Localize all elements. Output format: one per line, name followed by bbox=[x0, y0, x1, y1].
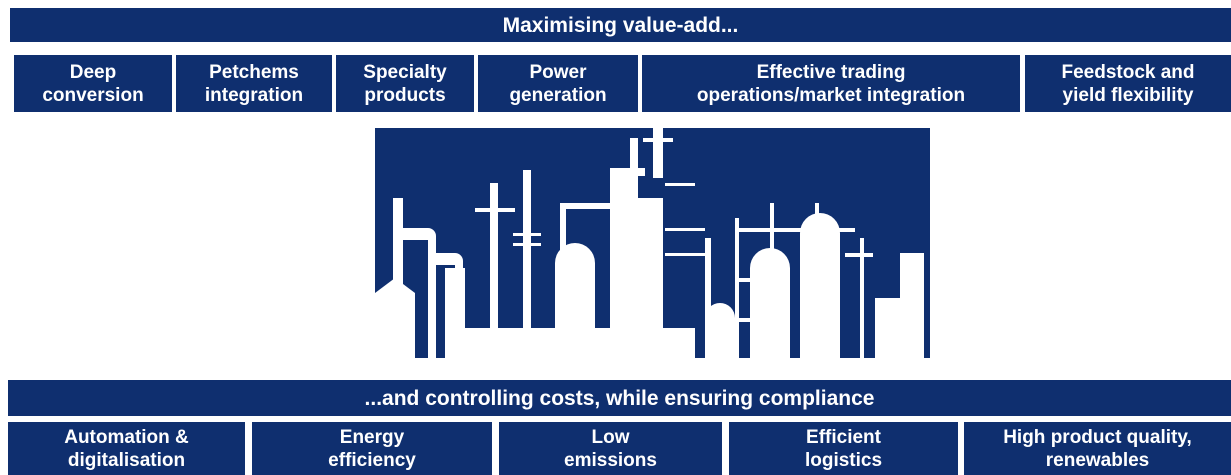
item-label: conversion bbox=[42, 84, 143, 107]
item-label: Low bbox=[592, 426, 630, 449]
item-label: Feedstock and bbox=[1061, 61, 1194, 84]
item-label: integration bbox=[205, 84, 303, 107]
top-banner: Maximising value-add... bbox=[10, 8, 1231, 42]
item-label: Energy bbox=[340, 426, 404, 449]
item-label: Deep bbox=[70, 61, 116, 84]
refinery-illustration bbox=[375, 128, 930, 358]
item-label: Automation & bbox=[64, 426, 189, 449]
item-label: Specialty bbox=[363, 61, 446, 84]
bottom-banner: ...and controlling costs, while ensuring… bbox=[8, 380, 1231, 416]
item-box: Automation &digitalisation bbox=[8, 422, 245, 475]
banner-title: ...and controlling costs, while ensuring… bbox=[365, 387, 875, 410]
item-box: High product quality,renewables bbox=[964, 422, 1231, 475]
item-label: digitalisation bbox=[68, 449, 185, 472]
item-label: generation bbox=[509, 84, 606, 107]
item-label: operations/market integration bbox=[697, 84, 965, 107]
item-label: yield flexibility bbox=[1063, 84, 1194, 107]
page: Maximising value-add... ...and controlli… bbox=[0, 0, 1231, 475]
item-label: renewables bbox=[1046, 449, 1150, 472]
item-label: Petchems bbox=[209, 61, 299, 84]
item-label: Effective trading bbox=[757, 61, 906, 84]
item-label: logistics bbox=[805, 449, 882, 472]
item-label: High product quality, bbox=[1003, 426, 1192, 449]
banner-title: Maximising value-add... bbox=[503, 14, 739, 37]
item-label: Efficient bbox=[806, 426, 881, 449]
item-label: efficiency bbox=[328, 449, 416, 472]
item-label: emissions bbox=[564, 449, 657, 472]
item-label: Power bbox=[529, 61, 586, 84]
item-label: products bbox=[364, 84, 445, 107]
